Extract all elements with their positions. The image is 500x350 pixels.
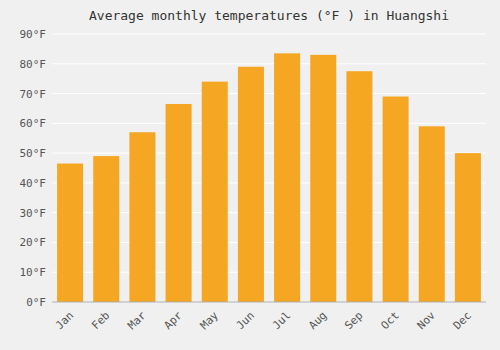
y-tick-label: 50°F	[20, 147, 47, 160]
y-tick-label: 90°F	[20, 28, 47, 41]
y-tick-label: 40°F	[20, 177, 47, 190]
y-tick-label: 20°F	[20, 236, 47, 249]
x-tick-label: Nov	[415, 309, 439, 333]
bar	[346, 71, 372, 302]
title: Average monthly temperatures (°F ) in Hu…	[89, 8, 449, 23]
grid-line	[52, 93, 486, 94]
x-tick-label: Mar	[125, 309, 149, 333]
y-tick-label: 70°F	[20, 88, 47, 101]
bar	[419, 126, 445, 302]
grid-line	[52, 34, 486, 35]
background	[0, 0, 500, 350]
bar	[455, 153, 481, 302]
bar	[238, 67, 264, 302]
x-axis-line	[52, 302, 486, 303]
bars	[57, 53, 481, 302]
bar	[129, 132, 155, 302]
y-tick-label: 0°F	[26, 296, 46, 309]
bar	[166, 104, 192, 302]
x-tick-label: Sep	[342, 309, 365, 332]
bar	[383, 97, 409, 302]
chart-svg: Average monthly temperatures (°F ) in Hu…	[0, 0, 500, 350]
bar	[93, 156, 119, 302]
x-tick-label: Jan	[53, 309, 76, 332]
x-tick-label: Jun	[234, 309, 257, 332]
x-tick-label: Oct	[378, 309, 401, 332]
x-tick-label: May	[198, 309, 222, 333]
chart-container: Average monthly temperatures (°F ) in Hu…	[0, 0, 500, 350]
y-tick-label: 60°F	[20, 117, 47, 130]
x-tick-label: Aug	[306, 309, 329, 332]
grid	[52, 34, 486, 302]
x-tick-label: Dec	[451, 309, 474, 332]
grid-line	[52, 63, 486, 64]
bar	[202, 82, 228, 302]
x-tick-label: Feb	[89, 309, 112, 332]
grid-line	[52, 123, 486, 124]
y-tick-label: 10°F	[20, 266, 47, 279]
grid-line	[52, 302, 486, 303]
bar	[274, 53, 300, 302]
y-tick-label: 30°F	[20, 207, 47, 220]
bar	[57, 164, 83, 302]
bar	[310, 55, 336, 302]
x-tick-label: Jul	[270, 309, 293, 332]
y-tick-label: 80°F	[20, 58, 47, 71]
x-tick-label: Apr	[161, 309, 185, 333]
